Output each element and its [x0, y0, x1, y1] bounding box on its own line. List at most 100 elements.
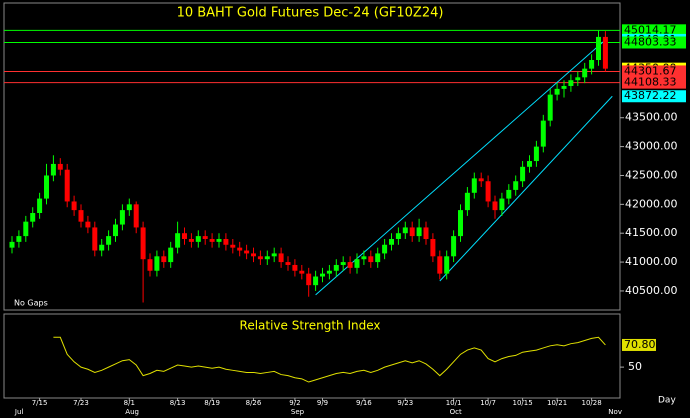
candle-body [175, 233, 181, 248]
candle-body [92, 227, 98, 251]
month-label: Jul [14, 408, 24, 416]
candle-body [154, 256, 160, 271]
x-tick-label: 10/15 [513, 399, 533, 407]
candle-body [547, 94, 553, 121]
candle-body [313, 276, 319, 286]
candle-body [602, 36, 608, 69]
candle-body [326, 270, 332, 274]
candle-body [533, 146, 539, 162]
rsi-title: Relative Strength Index [240, 319, 381, 333]
candle-body [64, 169, 70, 202]
candle-body [451, 236, 457, 257]
level-label: 44108.33 [624, 76, 677, 89]
month-label: Nov [608, 408, 622, 416]
candle-body [271, 253, 277, 257]
level-label-box [622, 65, 686, 78]
candle-body [478, 178, 484, 182]
y-tick-label: 42000.00 [625, 197, 678, 210]
candle-body [306, 273, 312, 286]
y-tick-label: 43500.00 [625, 111, 678, 124]
candle-body [471, 178, 477, 193]
candle-body [147, 259, 153, 271]
month-label: Aug [125, 408, 139, 416]
x-tick-label: 8/1 [124, 399, 135, 407]
candle-body [506, 189, 512, 199]
candle-body [188, 238, 194, 242]
candle-body [596, 36, 601, 61]
y-tick-label: 40500.00 [625, 284, 678, 297]
candle-body [161, 256, 167, 263]
candle-body [492, 201, 498, 211]
candle-body [285, 262, 291, 265]
candle-body [237, 247, 243, 251]
candle-body [126, 204, 132, 211]
y-tick-label: 42500.00 [625, 168, 678, 181]
candle-body [430, 238, 436, 257]
candle-body [568, 80, 574, 86]
candle-body [340, 262, 346, 265]
candle-body [347, 262, 353, 268]
candle-body [140, 227, 146, 260]
candle-body [589, 60, 595, 69]
candle-body [264, 256, 270, 260]
candle-body [78, 210, 84, 222]
level-label-box [622, 24, 686, 37]
x-tick-label: 8/13 [170, 399, 186, 407]
candle-body [402, 227, 408, 234]
marks: 40500.00 41000.00 41500.00 42000.00 42500.00… [4, 23, 686, 416]
candle-body [320, 273, 325, 277]
x-tick-label: 10/7 [480, 399, 496, 407]
candle-body [458, 210, 463, 237]
candle-body [44, 175, 49, 199]
x-tick-label: 7/23 [73, 399, 89, 407]
candle-body [30, 213, 36, 222]
candle-body [106, 236, 112, 245]
x-tick-label: 10/21 [547, 399, 567, 407]
candle-body [50, 163, 56, 176]
candle-body [244, 250, 250, 254]
candle-body [423, 227, 429, 239]
x-tick-label: 9/16 [356, 399, 372, 407]
y-tick-label: 41500.00 [625, 226, 678, 239]
candle-body [561, 85, 567, 89]
candle-body [57, 163, 63, 170]
rsi-label-box [622, 338, 656, 351]
candle-body [209, 238, 215, 242]
candle-body [485, 181, 491, 202]
candle-body [292, 264, 298, 271]
candle-body [195, 236, 201, 242]
month-label: Oct [450, 408, 462, 416]
rsi-value-label: 70.80 [624, 338, 656, 351]
candle-body [333, 264, 339, 271]
level-label-box [622, 90, 686, 103]
candle-body [223, 238, 229, 245]
period-label: Day [658, 396, 676, 406]
candle-body [444, 256, 450, 274]
candle-body [119, 210, 125, 225]
candle-body [257, 256, 263, 260]
price-panel [3, 2, 621, 311]
x-tick-label: 10/28 [582, 399, 602, 407]
candle-body [216, 238, 222, 242]
candle-body [299, 270, 305, 274]
candle-body [409, 227, 415, 237]
candle-body [278, 253, 284, 263]
x-tick-label: 8/26 [246, 399, 262, 407]
candle-body [437, 256, 443, 274]
candle-body [382, 244, 388, 254]
candle-body [464, 192, 470, 211]
candle-body [99, 244, 105, 251]
x-tick-label: 10/1 [446, 399, 462, 407]
y-tick-label: 43000.00 [625, 140, 678, 153]
candle-body [389, 238, 394, 245]
candle-body [9, 241, 15, 248]
x-tick-label: 9/23 [397, 399, 413, 407]
chart-title: 10 BAHT Gold Futures Dec-24 (GF10Z24) [177, 6, 444, 21]
candle-body [16, 236, 22, 242]
candle-body [416, 227, 422, 237]
candle-body [527, 161, 532, 167]
trend-line [439, 95, 613, 282]
rsi-panel [3, 313, 621, 399]
